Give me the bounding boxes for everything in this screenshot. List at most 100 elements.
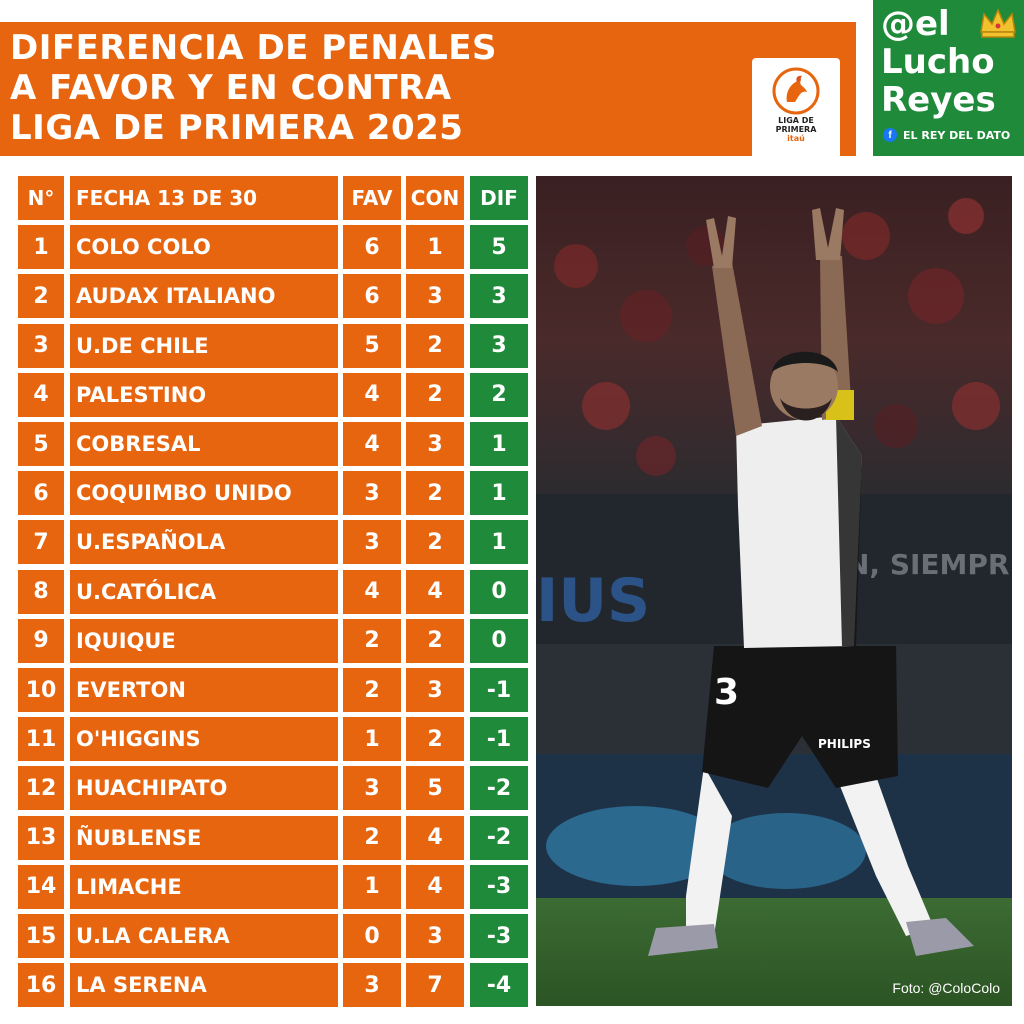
penalties-favor-cell: 3 [343,520,401,565]
position-cell: 1 [18,225,64,270]
team-name-cell: COBRESAL [70,422,338,466]
penalty-difference-cell: 3 [470,323,528,368]
photo-credit: Foto: @ColoColo [892,980,1000,996]
team-name-cell: HUACHIPATO [70,766,338,811]
league-logo-line-1: LIGA DE [778,116,814,125]
team-name-cell: O'HIGGINS [70,717,338,762]
position-cell: 6 [18,471,64,516]
penalties-favor-cell: 6 [343,274,401,319]
penalties-against-cell: 1 [406,225,464,270]
header-con: CON [406,176,464,220]
penalty-difference-cell: -3 [470,914,528,958]
team-name-cell: PALESTINO [70,372,338,417]
title-line-2: A FAVOR Y EN CONTRA [10,68,452,108]
penalties-against-cell: 4 [406,569,464,614]
brand-tagline: EL REY DEL DATO [903,128,1011,142]
position-cell: 14 [18,864,64,909]
penalty-difference-cell: 0 [470,618,528,663]
penalty-difference-cell: -3 [470,864,528,909]
team-name-cell: COLO COLO [70,225,338,270]
penalties-favor-cell: 5 [343,323,401,368]
penalties-against-cell: 3 [406,274,464,319]
penalties-against-cell: 2 [406,372,464,417]
penalties-favor-cell: 2 [343,815,401,860]
position-cell: 16 [18,963,64,1008]
penalty-difference-cell: -1 [470,717,528,762]
penalties-favor-cell: 1 [343,864,401,909]
position-cell: 8 [18,569,64,614]
team-name-cell: U.CATÓLICA [70,569,338,614]
penalties-favor-cell: 0 [343,914,401,958]
header-fav: FAV [343,176,401,220]
position-cell: 5 [18,422,64,466]
penalties-favor-cell: 2 [343,668,401,712]
league-logo: LIGA DE PRIMERA itaú [752,58,840,164]
penalty-difference-cell: -2 [470,766,528,811]
title-banner: DIFERENCIA DE PENALES A FAVOR Y EN CONTR… [0,22,856,164]
player-photo: IUS N, SIEMPR 3 PHILIPS Foto: @ColoColo [536,176,1012,1006]
header-team: FECHA 13 DE 30 [70,176,338,220]
position-cell: 12 [18,766,64,811]
team-name-cell: U.DE CHILE [70,323,338,368]
penalties-against-cell: 2 [406,520,464,565]
sponsor-text: PHILIPS [818,737,871,751]
penalty-difference-cell: -1 [470,668,528,712]
header-num: N° [18,176,64,220]
penalty-difference-cell: 3 [470,274,528,319]
penalty-difference-cell: 1 [470,520,528,565]
position-cell: 11 [18,717,64,762]
position-cell: 7 [18,520,64,565]
league-emblem-icon [772,67,820,115]
penalties-against-cell: 3 [406,668,464,712]
penalties-against-cell: 3 [406,914,464,958]
team-name-cell: ÑUBLENSE [70,815,338,860]
position-cell: 15 [18,914,64,958]
penalties-against-cell: 2 [406,618,464,663]
penalties-favor-cell: 6 [343,225,401,270]
title-line-1: DIFERENCIA DE PENALES [10,28,498,68]
penalty-difference-cell: -2 [470,815,528,860]
team-name-cell: U.LA CALERA [70,914,338,958]
penalties-against-cell: 2 [406,717,464,762]
penalties-against-cell: 2 [406,323,464,368]
brand-line-3: Reyes [881,80,996,120]
title-line-3: LIGA DE PRIMERA 2025 [10,108,464,148]
brand-box: @el Lucho Reyes f EL REY DEL DATO [873,0,1024,156]
penalties-favor-cell: 4 [343,569,401,614]
team-name-cell: EVERTON [70,668,338,712]
stadium-sign-text: IUS [536,566,650,636]
penalty-difference-cell: 0 [470,569,528,614]
penalties-against-cell: 7 [406,963,464,1008]
penalty-difference-cell: 2 [470,372,528,417]
team-name-cell: U.ESPAÑOLA [70,520,338,565]
penalties-favor-cell: 4 [343,422,401,466]
position-cell: 2 [18,274,64,319]
penalty-difference-cell: 1 [470,471,528,516]
team-name-cell: AUDAX ITALIANO [70,274,338,319]
penalties-against-cell: 4 [406,864,464,909]
penalty-difference-cell: 1 [470,422,528,466]
brand-line-1: @el [881,4,950,44]
penalties-favor-cell: 1 [343,717,401,762]
penalties-against-cell: 3 [406,422,464,466]
position-cell: 13 [18,815,64,860]
penalties-favor-cell: 4 [343,372,401,417]
penalties-against-cell: 2 [406,471,464,516]
penalties-favor-cell: 3 [343,963,401,1008]
stadium-banner-text: N, SIEMPR [846,548,1009,581]
brand-line-2: Lucho [881,42,995,82]
penalties-against-cell: 5 [406,766,464,811]
penalties-favor-cell: 2 [343,618,401,663]
position-cell: 3 [18,323,64,368]
penalty-difference-cell: 5 [470,225,528,270]
position-cell: 10 [18,668,64,712]
league-logo-line-2: PRIMERA [775,125,817,134]
position-cell: 4 [18,372,64,417]
page-title: DIFERENCIA DE PENALES A FAVOR Y EN CONTR… [10,28,730,148]
penalties-favor-cell: 3 [343,471,401,516]
header-dif: DIF [470,176,528,220]
position-cell: 9 [18,618,64,663]
jersey-number-text: 3 [714,672,739,713]
penalties-favor-cell: 3 [343,766,401,811]
facebook-icon: f [883,128,897,142]
